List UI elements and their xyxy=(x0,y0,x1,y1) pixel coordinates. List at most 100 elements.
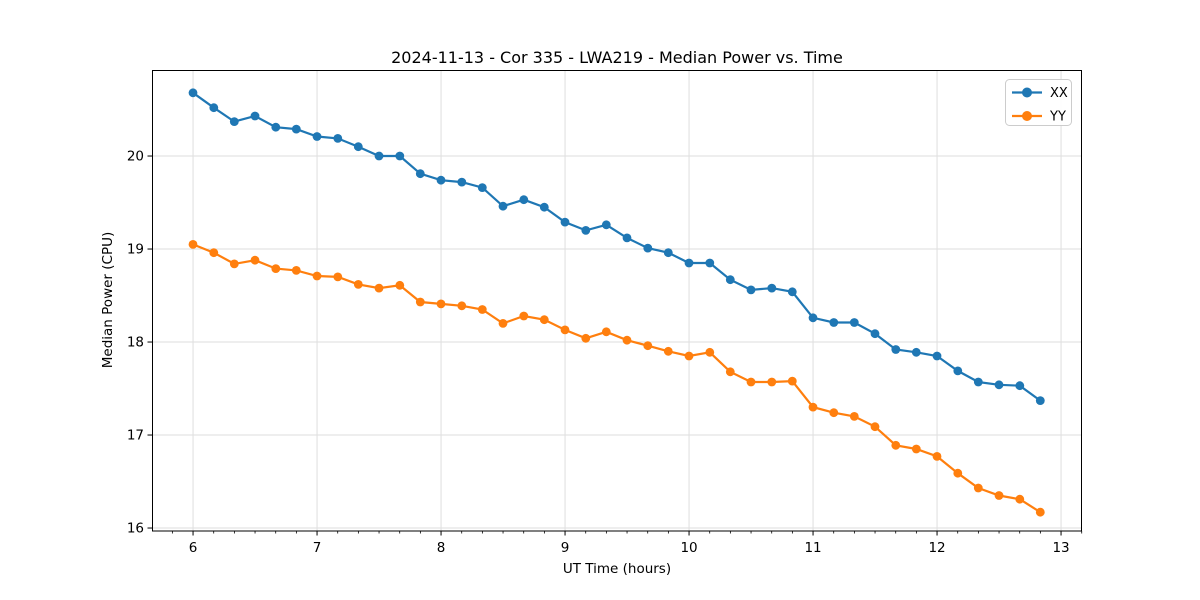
series-yy-point xyxy=(932,452,942,461)
series-xx-point xyxy=(705,258,715,268)
series-yy-point xyxy=(829,408,839,418)
series-yy-point xyxy=(312,271,322,281)
series-yy-point xyxy=(581,333,591,343)
series-xx-point xyxy=(209,103,219,113)
series-yy-point xyxy=(291,266,301,275)
series-yy-point xyxy=(436,299,446,309)
series-yy-point xyxy=(601,327,611,337)
x-tick-label: 6 xyxy=(189,540,198,556)
x-tick-label: 8 xyxy=(437,540,446,556)
series-xx-point xyxy=(395,151,405,161)
series-xx-point xyxy=(746,285,756,295)
series-xx-point xyxy=(457,177,467,187)
series-xx-point xyxy=(1015,381,1025,391)
grid-layer xyxy=(152,70,1082,531)
series-xx-point xyxy=(1035,396,1045,405)
series-yy-point xyxy=(870,422,880,432)
series-xx-point xyxy=(271,122,281,132)
x-tick-label: 13 xyxy=(1052,540,1069,556)
legend-label-xx: XX xyxy=(1050,86,1068,101)
series-xx-point xyxy=(581,226,591,235)
series-xx-point xyxy=(891,345,901,354)
series-xx-point xyxy=(870,329,880,339)
series-xx-point xyxy=(374,151,384,161)
series-yy-line xyxy=(192,243,1041,514)
y-tick-label: 19 xyxy=(127,242,144,258)
series-yy-point xyxy=(973,483,983,493)
series-yy-point xyxy=(271,264,281,273)
series-yy-point xyxy=(477,305,487,314)
series-yy-point xyxy=(767,377,777,387)
series-xx-point xyxy=(436,175,446,185)
series-xx-point xyxy=(229,117,239,126)
series-xx-point xyxy=(601,220,611,230)
series-xx-point xyxy=(519,195,529,205)
y-tick-label: 20 xyxy=(127,149,144,165)
series-yy-point xyxy=(229,259,239,269)
x-tick-label: 10 xyxy=(680,540,697,556)
series-yy-point xyxy=(1015,494,1025,504)
series-yy-point xyxy=(539,315,549,325)
legend-box xyxy=(1005,79,1072,126)
series-yy-point xyxy=(725,367,735,377)
y-axis-label: Median Power (CPU) xyxy=(100,232,116,368)
series-xx-point xyxy=(291,124,301,134)
series-yy-point xyxy=(808,402,818,412)
series-yy-point xyxy=(787,376,797,386)
series-yy-point xyxy=(209,248,219,258)
series-xx-point xyxy=(477,183,487,193)
series-xx-point xyxy=(250,111,260,121)
series-xx-point xyxy=(498,201,508,211)
series-xx-point xyxy=(911,347,921,357)
series-yy-point xyxy=(1035,507,1045,517)
series-yy-point xyxy=(953,468,963,478)
series-xx-point xyxy=(953,366,963,376)
series-yy-point xyxy=(849,412,859,421)
series-yy-point xyxy=(684,351,694,361)
series-xx-point xyxy=(994,380,1004,390)
x-tick-label: 12 xyxy=(928,540,945,556)
series-xx-point xyxy=(973,377,983,387)
series-xx-point xyxy=(829,318,839,327)
series-yy-point xyxy=(374,283,384,293)
series-yy-point xyxy=(643,341,653,351)
x-tick-label: 7 xyxy=(313,540,322,556)
series-yy-point xyxy=(891,440,901,450)
series-xx-point xyxy=(560,217,570,227)
series-yy-point xyxy=(188,240,198,249)
series-xx-point xyxy=(539,202,549,212)
series-xx-point xyxy=(849,318,859,327)
y-tick-label: 17 xyxy=(127,428,144,444)
legend: XX YY xyxy=(1005,79,1072,126)
series-xx-point xyxy=(353,142,363,152)
series-xx-point xyxy=(188,88,198,98)
x-tick-label: 11 xyxy=(804,540,821,556)
series-yy-point xyxy=(560,325,570,335)
series-xx-point xyxy=(767,283,777,293)
series-yy-point xyxy=(994,491,1004,500)
series-yy-point xyxy=(911,444,921,454)
plot-border xyxy=(152,70,1082,532)
series-yy-point xyxy=(250,255,260,265)
series-xx-point xyxy=(415,169,425,179)
y-tick-label: 16 xyxy=(127,521,144,537)
series-yy-point xyxy=(395,280,405,290)
legend-marker-yy-icon xyxy=(1022,111,1032,121)
tick-layer: 6 7 8 9 10 11 12 13 16 17 18 19 20 xyxy=(127,149,1083,556)
series-yy-point xyxy=(353,280,363,289)
series-yy-point xyxy=(622,335,632,345)
series-yy-point xyxy=(519,311,529,321)
x-tick-label: 9 xyxy=(561,540,570,556)
chart-title: 2024-11-13 - Cor 335 - LWA219 - Median P… xyxy=(391,48,843,67)
legend-label-yy: YY xyxy=(1049,110,1066,125)
series-yy-point xyxy=(415,297,425,307)
series-xx-point xyxy=(808,313,818,323)
series-xx-point xyxy=(333,134,343,143)
series-yy-point xyxy=(746,377,756,387)
x-axis-label: UT Time (hours) xyxy=(563,561,671,577)
series-xx-point xyxy=(932,351,942,361)
series-xx-point xyxy=(312,132,322,141)
series-xx-point xyxy=(663,248,673,258)
